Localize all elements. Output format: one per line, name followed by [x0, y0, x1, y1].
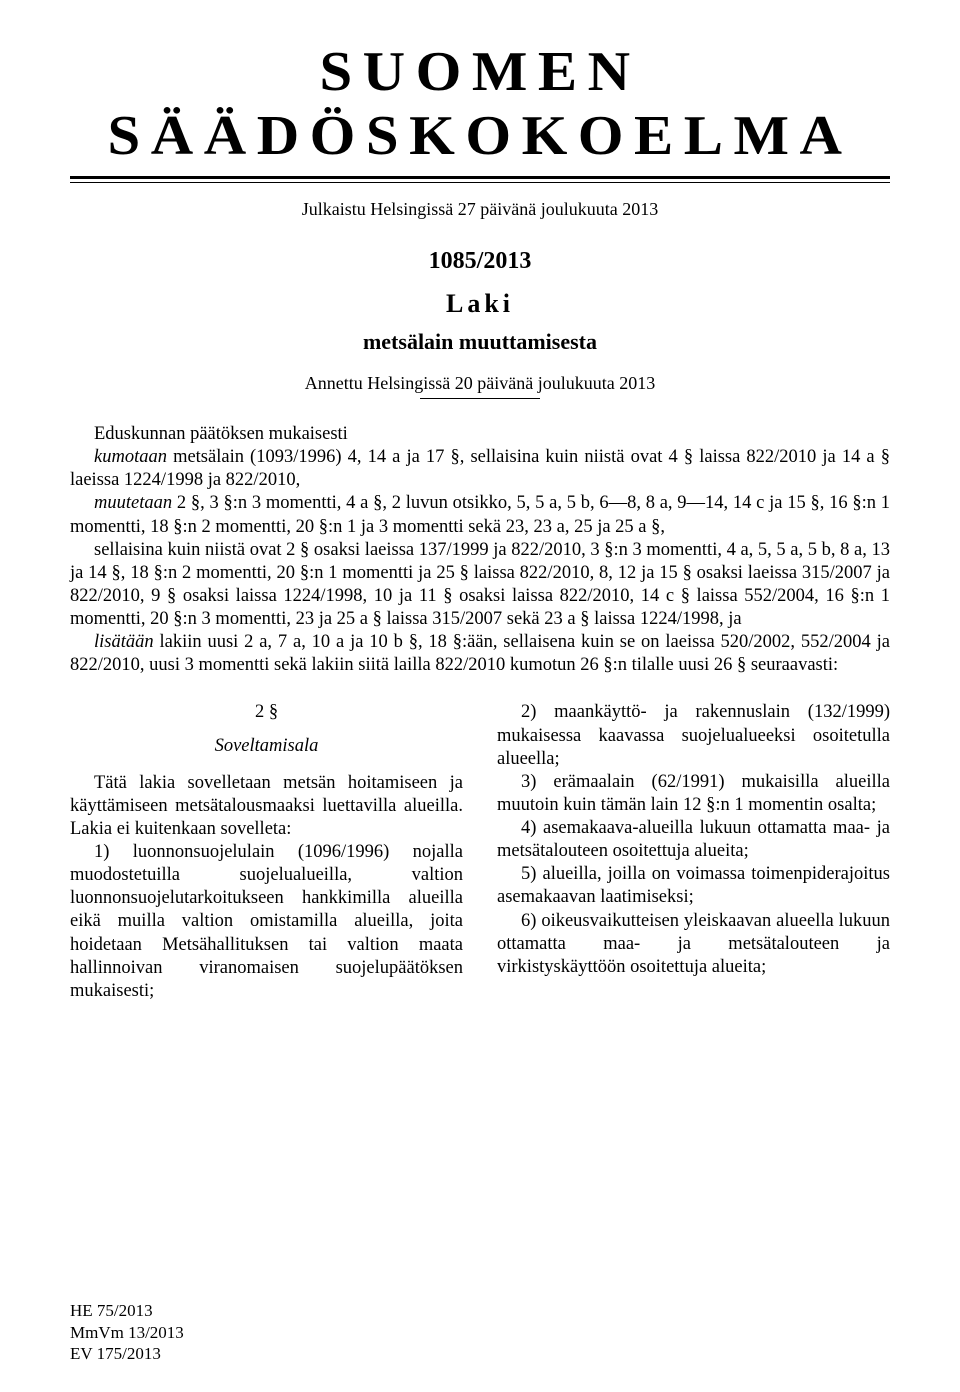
masthead-title: SUOMEN SÄÄDÖSKOKOELMA: [50, 40, 911, 168]
footer-ref-1: HE 75/2013: [70, 1300, 184, 1321]
short-rule: [420, 398, 540, 399]
preamble-p2-text: metsälain (1093/1996) 4, 14 a ja 17 §, s…: [70, 447, 890, 490]
section-title: Soveltamisala: [70, 735, 463, 758]
kumotaan-word: kumotaan: [94, 447, 167, 467]
preamble-p3-text: 2 §, 3 §:n 3 momentti, 4 a §, 2 luvun ot…: [70, 493, 890, 536]
preamble-p3: muutetaan 2 §, 3 §:n 3 momentti, 4 a §, …: [70, 492, 890, 538]
rule-thick: [70, 176, 890, 179]
section-item-3: 3) erämaalain (62/1991) mukaisilla aluei…: [497, 771, 890, 817]
preamble-p4: sellaisina kuin niistä ovat 2 § osaksi l…: [70, 539, 890, 632]
footer-refs: HE 75/2013 MmVm 13/2013 EV 175/2013: [70, 1300, 184, 1364]
section-item-2: 2) maankäyttö- ja rakennuslain (132/1999…: [497, 701, 890, 770]
preamble-p5-text: lakiin uusi 2 a, 7 a, 10 a ja 10 b §, 18…: [70, 632, 890, 675]
footer-ref-3: EV 175/2013: [70, 1343, 184, 1364]
right-column: 2) maankäyttö- ja rakennuslain (132/1999…: [497, 701, 890, 1003]
body-columns: 2 § Soveltamisala Tätä lakia sovelletaan…: [70, 701, 890, 1003]
act-heading: Laki: [70, 289, 890, 319]
section-p1: Tätä lakia sovelletaan metsän hoitamisee…: [70, 772, 463, 841]
section-item-4: 4) asemakaava-alueilla lukuun ottamatta …: [497, 817, 890, 863]
preamble-p5: lisätään lakiin uusi 2 a, 7 a, 10 a ja 1…: [70, 631, 890, 677]
act-subtitle: metsälain muuttamisesta: [70, 329, 890, 355]
section-item-1: 1) luonnonsuojelulain (1096/1996) nojall…: [70, 841, 463, 1003]
preamble-p1: Eduskunnan päätöksen mukaisesti: [70, 423, 890, 446]
section-item-6: 6) oikeusvaikutteisen yleiskaavan alueel…: [497, 910, 890, 979]
published-line: Julkaistu Helsingissä 27 päivänä jouluku…: [70, 199, 890, 220]
rule-thin: [70, 182, 890, 183]
preamble-p2: kumotaan metsälain (1093/1996) 4, 14 a j…: [70, 446, 890, 492]
left-column: 2 § Soveltamisala Tätä lakia sovelletaan…: [70, 701, 463, 1003]
footer-ref-2: MmVm 13/2013: [70, 1322, 184, 1343]
document-number: 1085/2013: [70, 248, 890, 275]
muutetaan-word: muutetaan: [94, 493, 172, 513]
section-number: 2 §: [70, 701, 463, 724]
given-line: Annettu Helsingissä 20 päivänä joulukuut…: [70, 373, 890, 394]
lisataan-word: lisätään: [94, 632, 154, 652]
preamble: Eduskunnan päätöksen mukaisesti kumotaan…: [70, 423, 890, 677]
section-item-5: 5) alueilla, joilla on voimassa toimenpi…: [497, 863, 890, 909]
